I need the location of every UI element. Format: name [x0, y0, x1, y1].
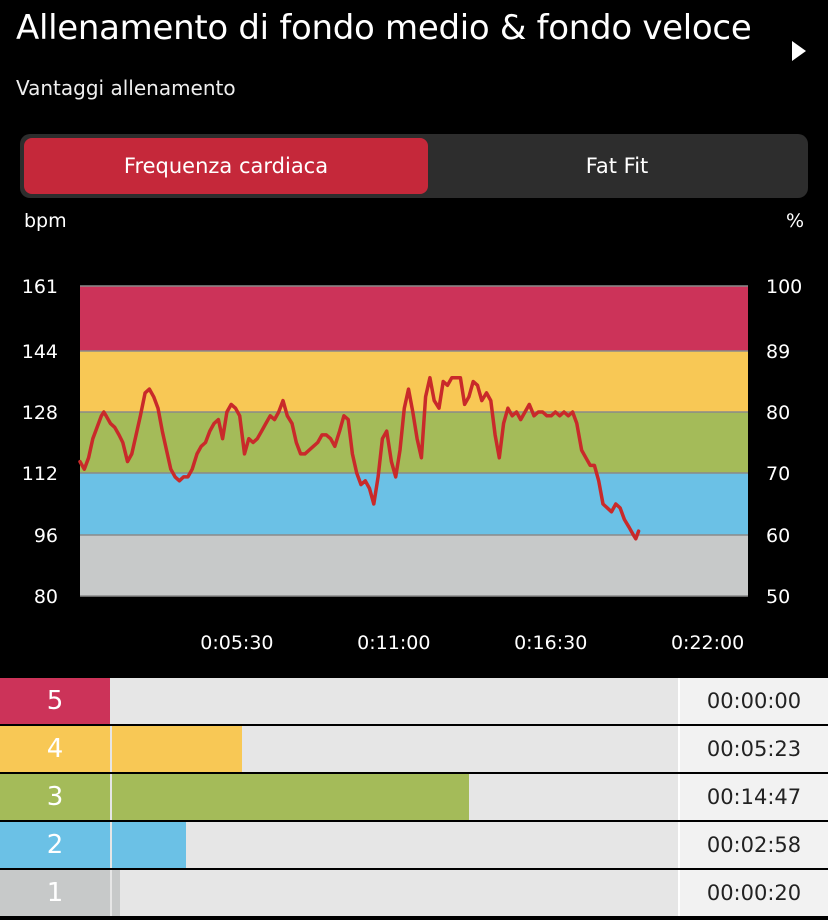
zone-4-label: 4 [0, 726, 110, 772]
page-subtitle: Vantaggi allenamento [16, 76, 236, 100]
y-left-tick: 80 [34, 586, 58, 608]
y-right-tick: 80 [766, 402, 790, 424]
y-left-tick: 144 [22, 341, 58, 363]
zone-4-band [80, 351, 748, 412]
zone-2-bar [112, 822, 186, 868]
zone-1-label: 1 [0, 870, 110, 916]
zone-1-time: 00:00:20 [678, 870, 828, 916]
x-tick: 0:22:00 [671, 632, 744, 654]
y-left-tick: 112 [22, 463, 58, 485]
zone-4-bar [112, 726, 242, 772]
y-right-tick: 100 [766, 276, 802, 298]
zone-3-label: 3 [0, 774, 110, 820]
heart-rate-line [78, 375, 641, 541]
zone-3-bar [112, 774, 469, 820]
x-tick: 0:05:30 [200, 632, 273, 654]
tab-switcher: Frequenza cardiaca Fat Fit [20, 134, 808, 198]
zone-2-band [80, 473, 748, 535]
y-right-tick: 70 [766, 463, 790, 485]
zone-row-4: 4 00:05:23 [0, 726, 828, 772]
y-right-tick: 50 [766, 586, 790, 608]
y-left-unit-label: bpm [24, 210, 67, 232]
zone-row-2: 2 00:02:58 [0, 822, 828, 868]
heart-rate-chart: 161 144 128 112 96 80 100 89 80 70 60 50 0:05:30 0:11… [22, 276, 803, 654]
page-title: Allenamento di fondo medio & fondo veloc… [16, 8, 752, 48]
zone-4-time: 00:05:23 [678, 726, 828, 772]
zone-1-bar [112, 870, 120, 916]
zone-3-time: 00:14:47 [678, 774, 828, 820]
zone-5-time: 00:00:00 [678, 678, 828, 724]
y-left-tick: 128 [22, 402, 58, 424]
y-right-tick: 60 [766, 525, 790, 547]
x-tick: 0:16:30 [514, 632, 587, 654]
x-tick: 0:11:00 [357, 632, 430, 654]
zone-2-time: 00:02:58 [678, 822, 828, 868]
y-right-tick: 89 [766, 341, 790, 363]
zone-2-label: 2 [0, 822, 110, 868]
zone-row-3: 3 00:14:47 [0, 774, 828, 820]
zone-row-1: 1 00:00:20 [0, 870, 828, 916]
zone-5-label: 5 [0, 678, 110, 724]
next-arrow-icon[interactable] [790, 40, 808, 62]
zone-1-band [80, 535, 748, 596]
tab-heart-rate[interactable]: Frequenza cardiaca [24, 138, 428, 194]
tab-fat-fit[interactable]: Fat Fit [585, 154, 649, 178]
zone-row-5: 5 00:00:00 [0, 678, 828, 724]
y-left-tick: 161 [22, 276, 58, 298]
y-right-unit-label: % [786, 210, 805, 232]
y-left-tick: 96 [34, 525, 58, 547]
zone-5-band [80, 286, 748, 351]
